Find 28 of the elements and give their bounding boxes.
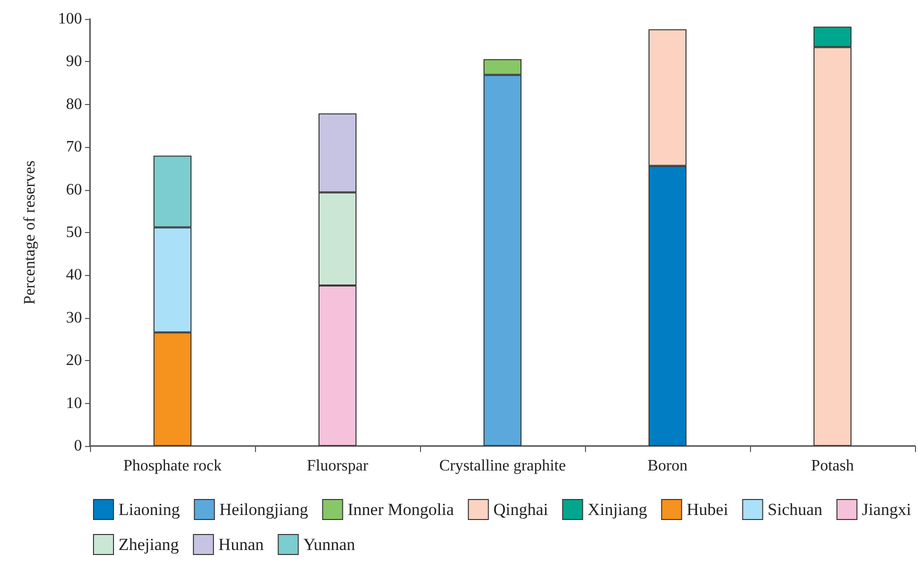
y-tick-label: 100 bbox=[58, 10, 82, 28]
legend-label: Qinghai bbox=[493, 500, 548, 519]
x-tick-label: Phosphate rock bbox=[123, 458, 222, 474]
x-tick-label: Potash bbox=[811, 458, 854, 474]
legend-label: Zhejiang bbox=[118, 535, 180, 554]
y-tick-label: 40 bbox=[66, 266, 82, 284]
y-tick-label: 60 bbox=[66, 181, 82, 198]
legend-label: Sichuan bbox=[768, 500, 823, 519]
y-tick-label: 20 bbox=[66, 352, 82, 370]
legend-label: Yunnan bbox=[303, 535, 356, 554]
y-tick-label: 0 bbox=[74, 438, 82, 454]
legend-label: Jiangxi bbox=[862, 500, 912, 519]
legend-label: Liaoning bbox=[118, 500, 180, 519]
legend-label: Hubei bbox=[686, 500, 728, 519]
x-tick-label: Boron bbox=[648, 458, 688, 474]
x-tick-label: Crystalline graphite bbox=[439, 458, 566, 474]
legend-label: Xinjiang bbox=[588, 500, 648, 519]
y-tick-label: 30 bbox=[66, 309, 82, 326]
legend-label: Inner Mongolia bbox=[348, 500, 454, 519]
x-tick-label: Fluorspar bbox=[306, 458, 369, 474]
y-tick-label: 10 bbox=[66, 394, 82, 412]
y-tick-label: 50 bbox=[66, 224, 82, 241]
y-axis-title: Percentage of reserves bbox=[22, 160, 38, 304]
y-tick-label: 90 bbox=[66, 53, 82, 70]
legend-label: Heilongjiang bbox=[219, 500, 309, 519]
y-tick-label: 80 bbox=[66, 96, 82, 113]
y-tick-label: 70 bbox=[66, 138, 82, 156]
legend-label: Hunan bbox=[218, 535, 264, 554]
